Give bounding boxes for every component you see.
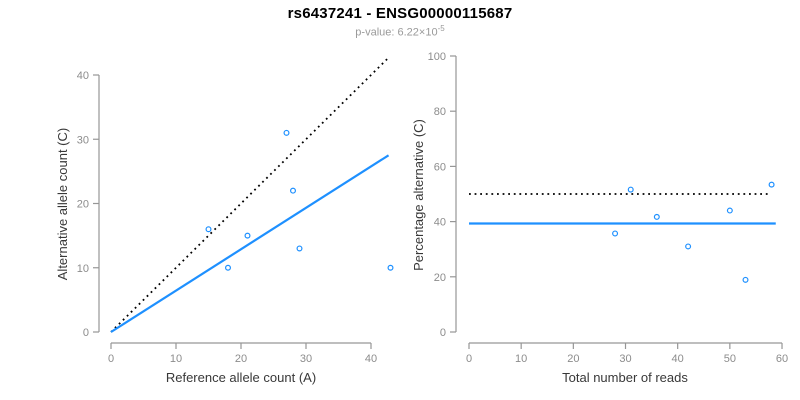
data-point <box>612 230 619 237</box>
y-tick-label: 60 <box>434 161 446 173</box>
x-tick-label: 30 <box>619 353 631 365</box>
regression-line <box>110 154 390 333</box>
x-tick-label: 0 <box>466 353 472 365</box>
y-tick-label: 20 <box>77 199 89 211</box>
y-tick-label: 10 <box>77 263 89 275</box>
data-point <box>225 264 232 271</box>
y-tick-label: 20 <box>434 272 446 284</box>
p-value-exponent: -5 <box>437 24 445 33</box>
x-tick-label: 10 <box>170 353 182 365</box>
data-point <box>244 232 251 239</box>
x-tick-label: 50 <box>724 353 736 365</box>
data-point <box>685 243 692 250</box>
y-tick-label: 80 <box>434 106 446 118</box>
data-point <box>768 181 775 188</box>
identity-line <box>110 57 389 333</box>
data-point <box>742 276 749 283</box>
y-tick-label: 0 <box>83 327 89 339</box>
y-tick-label: 0 <box>440 327 446 339</box>
y-tick-label: 40 <box>434 217 446 229</box>
data-point <box>290 187 297 194</box>
data-point <box>653 213 660 220</box>
x-tick-label: 20 <box>235 353 247 365</box>
scatter-panel-percentage: 0 20 40 60 80 100 0 10 20 30 40 50 60 <box>428 51 789 365</box>
x-tick-label: 20 <box>567 353 579 365</box>
data-point <box>387 264 394 271</box>
x-axis-title-left: Reference allele count (A) <box>166 370 316 385</box>
data-point <box>283 129 290 136</box>
data-point <box>296 245 303 252</box>
data-point <box>726 207 733 214</box>
x-tick-label: 10 <box>515 353 527 365</box>
data-point <box>627 186 634 193</box>
x-tick-label: 0 <box>108 353 114 365</box>
data-point <box>205 226 212 233</box>
p-value-text: p-value: 6.22×10 <box>355 26 438 39</box>
x-tick-label: 40 <box>672 353 684 365</box>
x-axis-title-right: Total number of reads <box>562 370 688 385</box>
scatter-panel-allele-counts: 0 10 20 30 40 0 10 20 30 40 <box>77 57 394 365</box>
x-tick-label: 40 <box>365 353 377 365</box>
y-axis-title-right: Percentage alternative (C) <box>411 119 426 271</box>
p-value-subtitle: p-value: 6.22×10-5 <box>0 24 800 39</box>
x-tick-label: 30 <box>300 353 312 365</box>
page-title: rs6437241 - ENSG00000115687 <box>287 5 513 22</box>
y-tick-label: 40 <box>77 70 89 82</box>
x-tick-label: 60 <box>776 353 788 365</box>
y-axis-title-left: Alternative allele count (C) <box>55 128 70 280</box>
y-tick-label: 100 <box>428 51 446 63</box>
y-tick-label: 30 <box>77 134 89 146</box>
